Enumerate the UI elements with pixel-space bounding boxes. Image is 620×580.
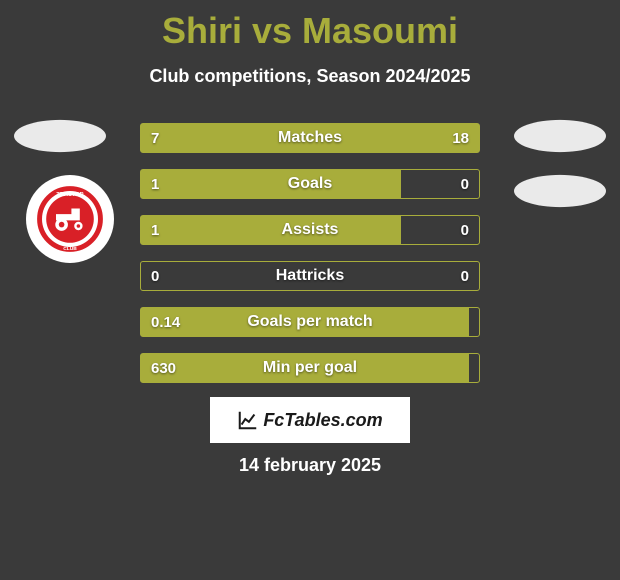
stat-row: Matches7 18 [140, 123, 480, 153]
stat-value-left: 630 [151, 354, 176, 382]
stat-value-left: 0.14 [151, 308, 180, 336]
player1-placeholder-logo [14, 120, 106, 152]
brand-text: FcTables.com [263, 410, 382, 431]
svg-text:CLUB: CLUB [63, 246, 77, 252]
stat-value-right: 18 [452, 124, 469, 152]
player2-placeholder-logo [514, 120, 606, 152]
stat-row: Hattricks0 0 [140, 261, 480, 291]
brand-watermark[interactable]: FcTables.com [210, 397, 410, 443]
stat-label: Assists [141, 216, 479, 244]
svg-text:TRACTOR: TRACTOR [56, 192, 83, 198]
stat-value-left: 0 [151, 262, 159, 290]
stat-label: Goals per match [141, 308, 479, 336]
chart-icon [237, 409, 259, 431]
stat-label: Hattricks [141, 262, 479, 290]
stat-value-right: 0 [461, 262, 469, 290]
stat-value-left: 1 [151, 216, 159, 244]
snapshot-date: 14 february 2025 [0, 455, 620, 476]
player2-club-badge-placeholder [514, 175, 606, 207]
stat-value-left: 1 [151, 170, 159, 198]
page-subtitle: Club competitions, Season 2024/2025 [0, 66, 620, 87]
tractor-club-icon: TRACTOR CLUB [35, 184, 105, 254]
stat-label: Min per goal [141, 354, 479, 382]
stat-row: Goals per match0.14 [140, 307, 480, 337]
stat-value-right: 0 [461, 170, 469, 198]
stats-comparison-chart: Matches718Goals10Assists10Hattricks00Goa… [140, 123, 480, 399]
stat-value-right: 0 [461, 216, 469, 244]
stat-label: Goals [141, 170, 479, 198]
stat-row: Goals1 0 [140, 169, 480, 199]
stat-row: Assists1 0 [140, 215, 480, 245]
player1-club-badge: TRACTOR CLUB [26, 175, 114, 263]
stat-label: Matches [141, 124, 479, 152]
stat-row: Min per goal630 [140, 353, 480, 383]
page-title: Shiri vs Masoumi [0, 0, 620, 52]
stat-value-left: 7 [151, 124, 159, 152]
